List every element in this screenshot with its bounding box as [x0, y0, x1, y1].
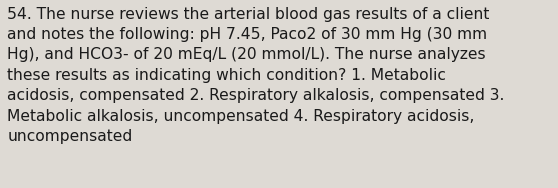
Text: 54. The nurse reviews the arterial blood gas results of a client
and notes the f: 54. The nurse reviews the arterial blood… [7, 7, 504, 144]
